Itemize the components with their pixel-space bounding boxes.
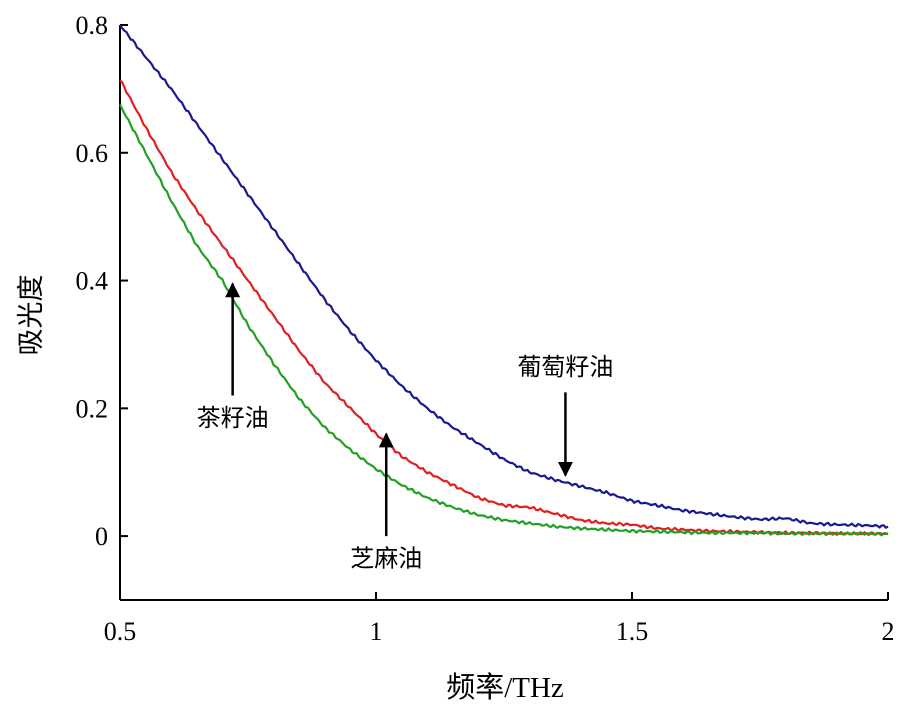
series-layer (119, 24, 889, 537)
y-tick-label: 0.4 (76, 267, 109, 296)
y-tick-label: 0.2 (76, 394, 109, 423)
series-line-1 (119, 24, 889, 529)
series-line-2 (119, 79, 889, 536)
x-tick-label: 1 (370, 617, 383, 646)
annotation-label-2: 茶籽油 (197, 404, 269, 432)
x-tick-label: 0.5 (104, 617, 137, 646)
y-tick-label: 0 (95, 522, 108, 551)
x-tick-label: 1.5 (616, 617, 649, 646)
x-axis-title: 频率/THz (446, 671, 564, 704)
series-line-3 (119, 104, 889, 537)
axes: 0 0.2 0.4 0.6 0.8 0.5 1 1.5 2 (76, 11, 895, 646)
x-tick-label: 2 (882, 617, 895, 646)
y-tick-label: 0.6 (76, 139, 109, 168)
y-axis-title: 吸光度 (16, 275, 47, 356)
annotation-label-1: 葡萄籽油 (517, 353, 613, 381)
y-tick-label: 0.8 (76, 11, 109, 40)
annotation-label-3: 芝麻油 (350, 544, 422, 572)
